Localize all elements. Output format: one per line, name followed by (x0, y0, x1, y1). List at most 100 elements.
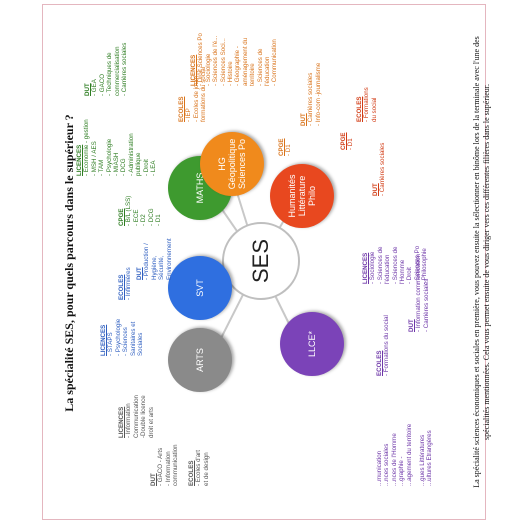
llce-edge-item: ...nces de l'Homme (390, 433, 398, 486)
svt-licences-item: Sanitaires et (129, 321, 137, 356)
svt-ecoles-item: - Infirmières (125, 267, 133, 300)
arts-ecoles-item: - Ecoles d'art (195, 450, 203, 486)
svt-ecoles-head: ECOLES (118, 274, 125, 300)
node-hum-line3: Philo (307, 186, 317, 207)
svt-dut-head: DUT (136, 267, 143, 280)
svt-dut-item: Environnement (165, 238, 173, 280)
hum-dut-item: - Carrières sociales (379, 142, 387, 196)
arts-licences-item: - Information (125, 403, 133, 438)
svt-licences-block: LICENCES - STAPS - Psychologie - Science… (100, 319, 144, 356)
node-hg-line1: HG (217, 157, 227, 171)
svt-dut-block: DUT - Production / Hygiène, Sécurité, En… (136, 238, 173, 280)
llce-licences-item: l'Homme (399, 259, 407, 284)
llce-ecoles-head: ECOLES (376, 350, 383, 376)
hg-licences-item: aménagement du (241, 37, 249, 86)
svt-licences-item: Sociales (137, 332, 145, 356)
hum-dut-head: DUT (372, 183, 379, 196)
maths-licences-item: - Psychologie (105, 138, 113, 176)
svt-licences-item: - Psychologie (114, 318, 122, 356)
hg-dut-head: DUT (300, 113, 307, 126)
hum-cpge-item: - D1 (347, 138, 355, 150)
arts-licences-head: LICENCES (118, 406, 125, 438)
hum-dut-block: DUT - Carrières sociales (372, 143, 387, 196)
maths-licences-block: LICENCES - Economie - gestion - MSH / AE… (76, 119, 157, 176)
maths-licences-item: - Economie - gestion (83, 119, 91, 176)
maths-cpge-head: CPGE (118, 208, 125, 226)
hg-licences-item: - Géographie - (234, 46, 242, 86)
llce-dut-head: DUT (408, 319, 415, 332)
svt-dut-item: - Production / (143, 243, 151, 280)
hum-ecoles-head: ECOLES (356, 96, 363, 122)
hg-licences-item: territoire (249, 63, 257, 86)
center-node-ses: SES (222, 222, 300, 300)
node-llce-label: LLCE* (307, 331, 317, 358)
maths-licences-head: LICENCES (76, 144, 83, 176)
svt-licences-head: LICENCES (100, 324, 107, 356)
arts-ecoles-item: et de design (202, 452, 210, 486)
maths-dut-item: - GEA (91, 79, 99, 96)
maths-licences-item: - TAM (98, 159, 106, 176)
arts-dut-item: - GACO - Arts (157, 447, 165, 486)
maths-licences-item: - Droit (142, 159, 150, 176)
arts-licences-item: Communication (132, 395, 140, 438)
arts-licences-item: -Double licence (140, 395, 148, 438)
center-label: SES (248, 238, 273, 284)
svt-licences-item: - STAPS (107, 332, 115, 356)
llce-licences-item: l'éducation (384, 254, 392, 284)
footer-line-2: spécialités mentionnées. Cela vous perme… (482, 84, 491, 440)
hg-licences-item: - Droit Sciences Po (197, 33, 205, 86)
maths-dut-head: DUT (84, 83, 91, 96)
hg-ecoles-head: ECOLES (178, 96, 185, 122)
maths-licences-item: publique (135, 152, 143, 176)
llce-ecoles-item: - Formations du social (383, 315, 391, 376)
hum-ecoles-item: - Formations (363, 87, 371, 122)
footer-line-1: La spécialité sciences économiques et so… (472, 36, 481, 488)
arts-licences-block: LICENCES - Information Communication -Do… (118, 395, 155, 438)
hum-ecoles-item: du social (370, 97, 378, 122)
hg-cpge-head: CPGE (278, 138, 285, 156)
hg-licences-item: - Sociologie (204, 53, 212, 86)
hg-cpge-item: - D1 (285, 144, 293, 156)
maths-cpge-item: - ECE (132, 209, 140, 226)
llce-licences-item: - Sciences de (376, 246, 384, 285)
svt-dut-item: Sécurité, (158, 255, 166, 280)
node-hg-line3: Sciences Po (237, 139, 247, 190)
hum-cpge-block: CPGE - D1 (340, 132, 355, 150)
node-svt: SVT (168, 256, 232, 320)
node-hg-line2: Géopolitique (227, 138, 237, 190)
maths-cpge-block: CPGE - B/L (LSS) - ECE - D2 - DCG - D1 (118, 196, 162, 226)
llce-edge-item: ...ultures Etrangères (426, 430, 434, 486)
llce-dut-item: - Information communication (415, 253, 423, 332)
maths-licences-item: - Administration (127, 133, 135, 176)
svt-ecoles-block: ECOLES - Infirmières (118, 267, 133, 300)
maths-dut-item: commercialisation (113, 46, 121, 96)
arts-dut-item: - Information (164, 451, 172, 486)
llce-licences-item: - Sociologie (369, 251, 377, 284)
llce-edge-block: ...munication ...nces sociales ...nces d… (376, 424, 434, 486)
hg-licences-item: l'éducation (264, 56, 272, 86)
hg-licences-head: LICENCES (190, 54, 197, 86)
maths-licences-item: - DCG (120, 158, 128, 176)
hg-dut-item: - Info-com -journalisme (314, 62, 322, 126)
hg-dut-item: - Carrières sociales (307, 72, 315, 126)
node-hum-line1: Humanités (287, 174, 297, 218)
arts-dut-block: DUT - GACO - Arts - Information communic… (150, 444, 180, 486)
hg-dut-block: DUT - Carrières sociales - Info-com -jou… (300, 63, 322, 126)
hg-licences-item: - Histoire (227, 61, 235, 86)
hg-licences-block: LICENCES - Droit Sciences Po - Sociologi… (190, 33, 279, 86)
llce-edge-item: ...nces sociales (383, 443, 391, 486)
maths-licences-item: - LEA (150, 160, 158, 176)
hg-licences-item: - Communication (271, 39, 279, 86)
node-humanites: Humanités Littérature Philo (270, 164, 334, 228)
llce-licences-head: LICENCES (362, 252, 369, 284)
maths-dut-item: - Carrières sociales (121, 42, 129, 96)
svt-licences-item: - Sciences (122, 327, 130, 356)
arts-dut-head: DUT (150, 473, 157, 486)
maths-cpge-item: - D2 (140, 214, 148, 226)
maths-licences-item: - MSH / AES (90, 141, 98, 176)
hg-cpge-block: CPGE - D1 (278, 138, 293, 156)
hum-ecoles-block: ECOLES - Formations du social (356, 87, 378, 122)
hum-cpge-head: CPGE (340, 132, 347, 150)
